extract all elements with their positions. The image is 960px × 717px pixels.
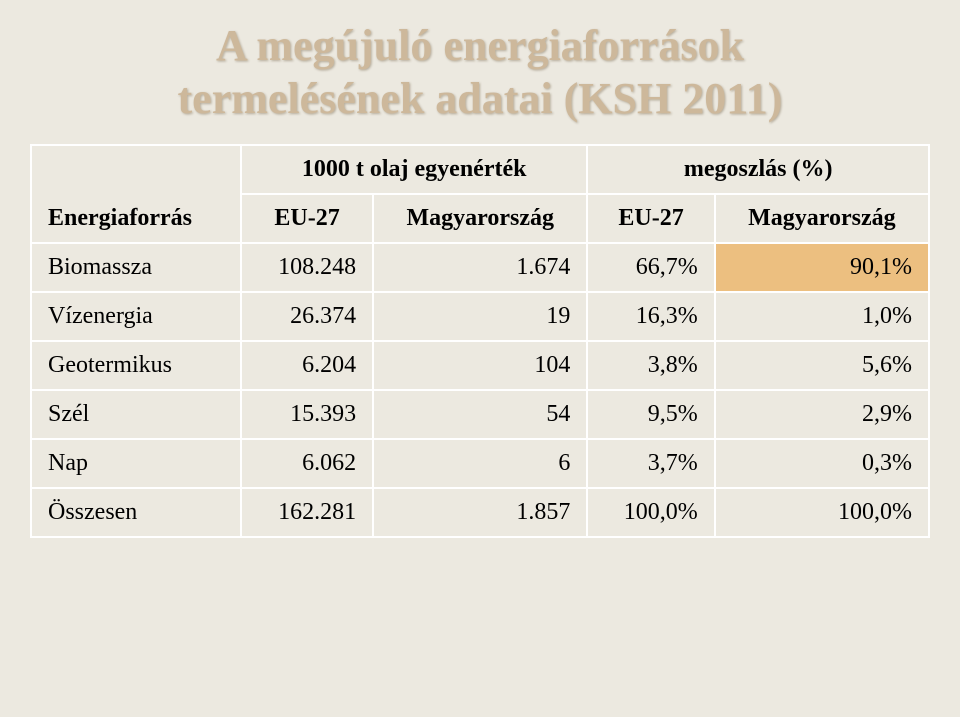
cell: 66,7%	[587, 243, 714, 292]
header-sub-3: EU-27	[587, 194, 714, 243]
table-body: Biomassza 108.248 1.674 66,7% 90,1% Víze…	[31, 243, 929, 537]
cell: 6	[373, 439, 587, 488]
slide: A megújuló energiaforrások termelésének …	[0, 0, 960, 717]
cell: 104	[373, 341, 587, 390]
cell: 5,6%	[715, 341, 929, 390]
cell: 1,0%	[715, 292, 929, 341]
table-row: Geotermikus 6.204 104 3,8% 5,6%	[31, 341, 929, 390]
cell: 3,8%	[587, 341, 714, 390]
cell: 108.248	[241, 243, 373, 292]
row-label: Biomassza	[31, 243, 241, 292]
cell: 162.281	[241, 488, 373, 537]
cell: 16,3%	[587, 292, 714, 341]
header-sub-1: EU-27	[241, 194, 373, 243]
table-row: Biomassza 108.248 1.674 66,7% 90,1%	[31, 243, 929, 292]
cell: 15.393	[241, 390, 373, 439]
cell: 100,0%	[587, 488, 714, 537]
row-label: Geotermikus	[31, 341, 241, 390]
cell: 6.204	[241, 341, 373, 390]
header-sub-2: Magyarország	[373, 194, 587, 243]
header-rowlabel: Energiaforrás	[31, 145, 241, 243]
cell: 1.857	[373, 488, 587, 537]
cell: 2,9%	[715, 390, 929, 439]
cell: 6.062	[241, 439, 373, 488]
table-row: Nap 6.062 6 3,7% 0,3%	[31, 439, 929, 488]
cell: 9,5%	[587, 390, 714, 439]
table-row: Szél 15.393 54 9,5% 2,9%	[31, 390, 929, 439]
cell: 19	[373, 292, 587, 341]
energy-table: Energiaforrás 1000 t olaj egyenérték meg…	[30, 144, 930, 538]
header-row-1: Energiaforrás 1000 t olaj egyenérték meg…	[31, 145, 929, 194]
row-label: Vízenergia	[31, 292, 241, 341]
row-label: Szél	[31, 390, 241, 439]
table-row: Vízenergia 26.374 19 16,3% 1,0%	[31, 292, 929, 341]
cell: 3,7%	[587, 439, 714, 488]
header-group-1: 1000 t olaj egyenérték	[241, 145, 587, 194]
row-label: Összesen	[31, 488, 241, 537]
cell: 54	[373, 390, 587, 439]
header-sub-4: Magyarország	[715, 194, 929, 243]
cell: 100,0%	[715, 488, 929, 537]
row-label: Nap	[31, 439, 241, 488]
table-row-total: Összesen 162.281 1.857 100,0% 100,0%	[31, 488, 929, 537]
cell: 1.674	[373, 243, 587, 292]
header-group-2: megoszlás (%)	[587, 145, 929, 194]
title-line-1: A megújuló energiaforrások	[216, 21, 744, 70]
slide-title: A megújuló energiaforrások termelésének …	[30, 20, 930, 126]
title-line-2: termelésének adatai (KSH 2011)	[178, 74, 783, 123]
cell: 26.374	[241, 292, 373, 341]
cell: 0,3%	[715, 439, 929, 488]
cell-highlight: 90,1%	[715, 243, 929, 292]
